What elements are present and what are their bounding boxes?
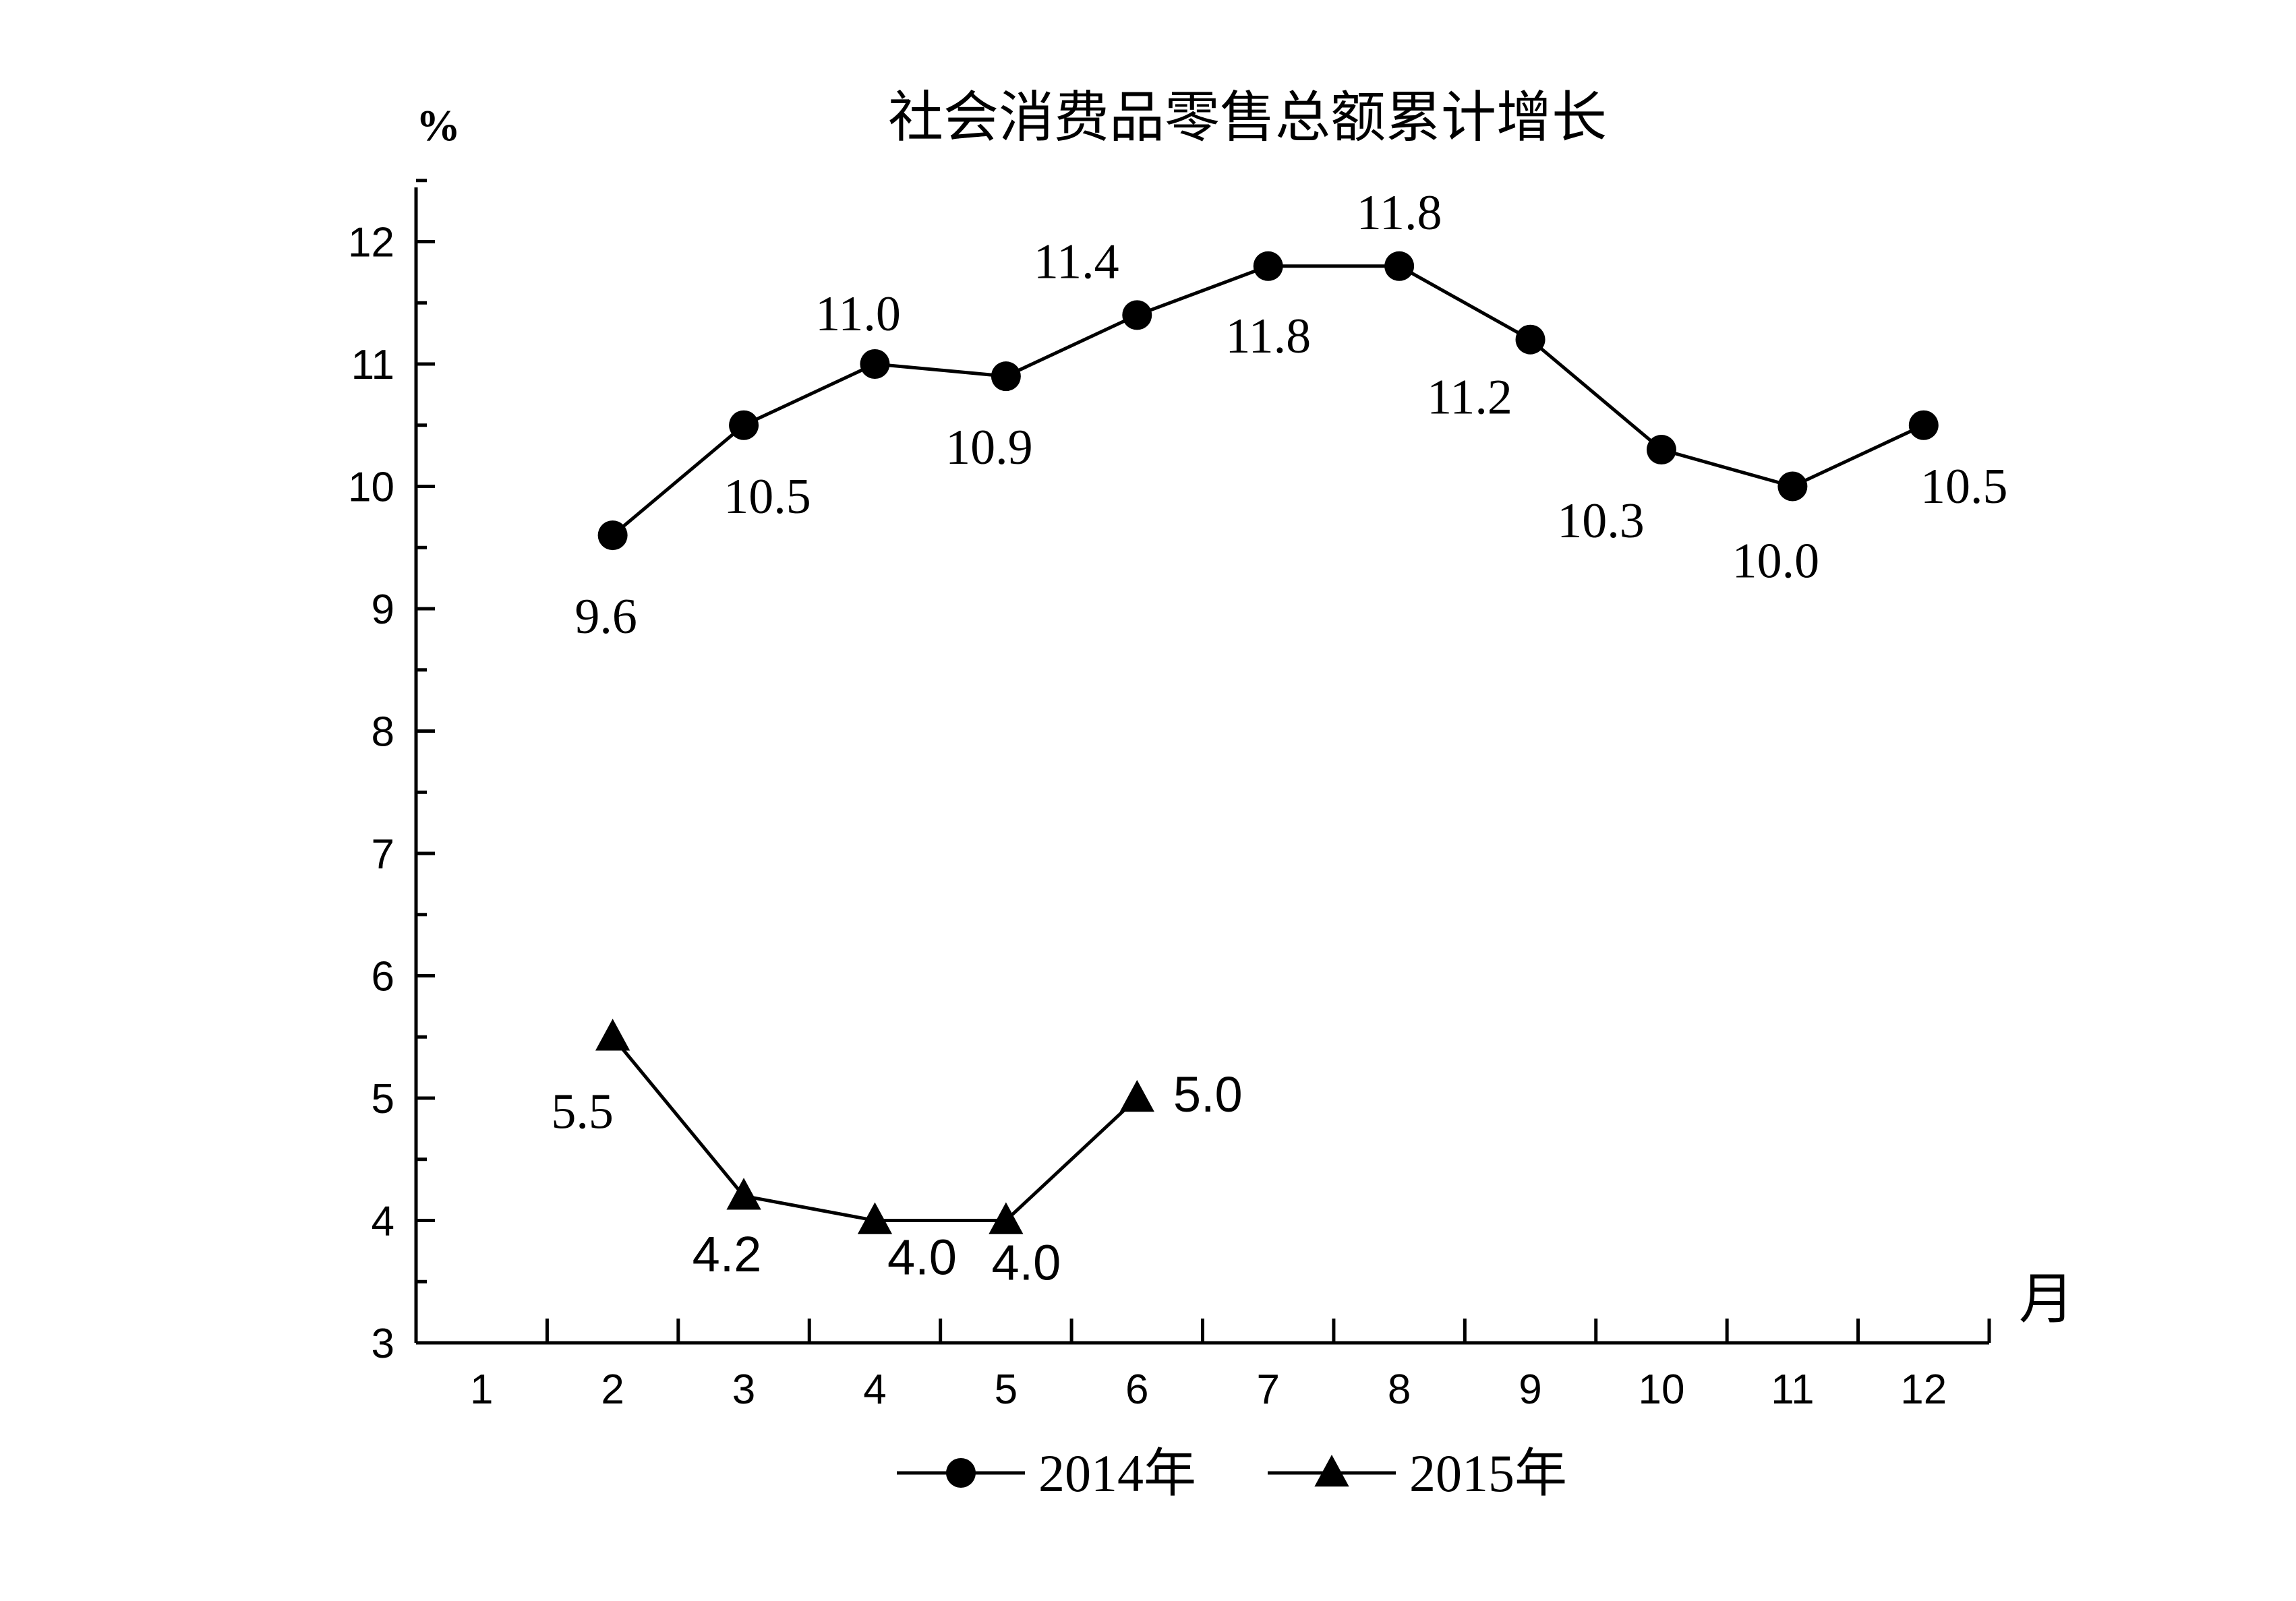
data-point-circle [1122, 300, 1152, 330]
data-label: 10.0 [1732, 534, 1820, 589]
legend-item: 2015年 [1268, 1444, 1567, 1503]
legend-item: 2014年 [897, 1444, 1196, 1503]
data-point-circle [1384, 251, 1415, 281]
data-point-triangle [595, 1019, 630, 1051]
data-label: 11.2 [1427, 370, 1512, 425]
data-label: 10.5 [1920, 459, 2008, 514]
x-tick-label: 8 [1388, 1366, 1411, 1413]
x-axis-unit-label: 月 [2019, 1269, 2074, 1330]
data-label: 9.6 [575, 589, 637, 644]
data-point-circle [1515, 324, 1546, 355]
data-label: 4.2 [693, 1226, 762, 1282]
data-point-circle [1908, 410, 1939, 440]
y-tick-label: 9 [372, 586, 394, 633]
y-axis-unit-label: % [416, 101, 461, 150]
legend-label: 2015年 [1409, 1444, 1567, 1503]
data-point-circle [1777, 471, 1808, 502]
x-tick-label: 7 [1256, 1366, 1279, 1413]
data-point-circle [1253, 251, 1283, 281]
chart-title: 社会消费品零售总额累计增长 [888, 87, 1607, 148]
x-tick-label: 4 [863, 1366, 886, 1413]
data-label: 11.4 [1034, 234, 1119, 289]
data-label: 10.5 [724, 469, 811, 524]
data-point-circle [597, 520, 628, 551]
data-point-circle [729, 410, 759, 440]
y-tick-label: 6 [372, 954, 394, 1000]
data-label: 11.8 [1357, 185, 1442, 241]
series-2014年 [597, 251, 1939, 551]
data-point-circle [860, 349, 890, 379]
x-tick-label: 3 [732, 1366, 755, 1413]
x-tick-label: 11 [1771, 1366, 1814, 1413]
data-label: 11.8 [1225, 309, 1311, 364]
y-tick-label: 8 [372, 709, 394, 756]
series-layer [595, 251, 1939, 1234]
legend-marker-circle [946, 1458, 976, 1488]
y-tick-label: 5 [372, 1076, 394, 1122]
data-label: 5.0 [1173, 1066, 1243, 1122]
x-tick-label: 9 [1519, 1366, 1541, 1413]
y-tick-label: 3 [372, 1321, 394, 1367]
data-point-circle [1646, 435, 1676, 465]
data-point-triangle [989, 1202, 1024, 1234]
x-tick-label: 10 [1638, 1366, 1684, 1413]
data-point-triangle [1119, 1080, 1154, 1112]
data-point-circle [991, 361, 1021, 392]
y-tick-label: 4 [372, 1199, 394, 1245]
legend-label: 2014年 [1038, 1444, 1196, 1503]
data-labels: 9.6 10.5 11.0 10.9 11.4 11.8 11.8 11.2 10.3 10.0 1… [551, 185, 2007, 1291]
legend-marker-triangle [1314, 1455, 1349, 1487]
series-2015年 [595, 1019, 1154, 1234]
data-label: 10.9 [945, 420, 1033, 475]
x-tick-label: 5 [995, 1366, 1018, 1413]
x-tick-label: 2 [601, 1366, 624, 1413]
legend: 2014年 2015年 [897, 1444, 1567, 1503]
x-tick-label: 12 [1900, 1366, 1947, 1413]
data-label: 10.3 [1557, 493, 1645, 549]
y-tick-label: 12 [348, 220, 394, 266]
data-point-triangle [726, 1178, 761, 1210]
x-tick-label: 1 [470, 1366, 493, 1413]
data-label: 5.5 [551, 1084, 614, 1139]
data-label: 4.0 [887, 1230, 957, 1286]
y-tick-label: 7 [372, 831, 394, 878]
data-label: 4.0 [991, 1235, 1061, 1291]
data-label: 11.0 [815, 286, 901, 342]
y-tick-label: 10 [348, 464, 394, 511]
x-tick-label: 6 [1125, 1366, 1148, 1413]
y-tick-label: 11 [351, 342, 394, 388]
data-point-triangle [857, 1202, 893, 1234]
